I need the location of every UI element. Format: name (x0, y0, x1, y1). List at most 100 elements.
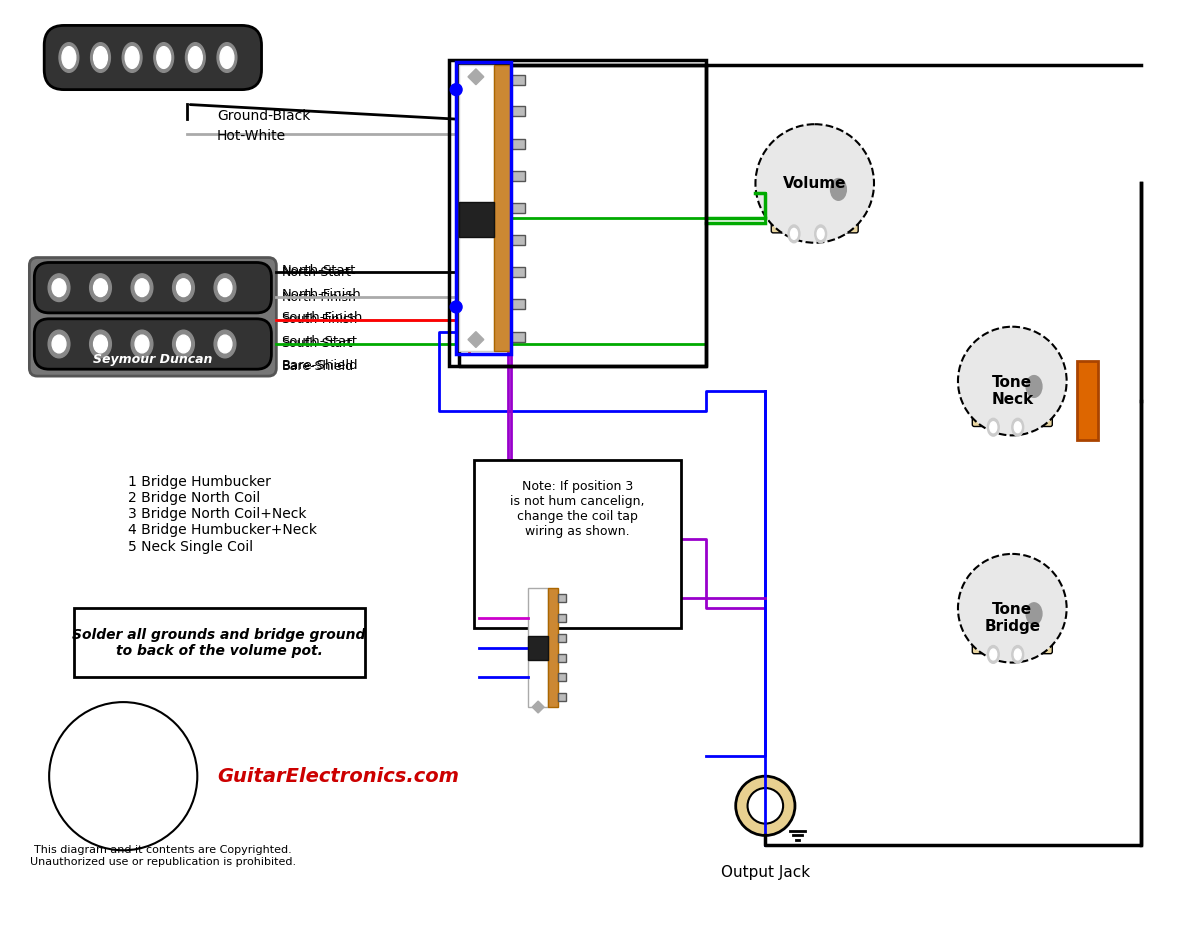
Polygon shape (468, 69, 484, 85)
Ellipse shape (48, 274, 70, 302)
Bar (511, 299, 526, 308)
Circle shape (958, 327, 1067, 435)
Bar (460, 65, 493, 351)
Bar (74, 609, 365, 678)
Circle shape (450, 84, 462, 96)
Ellipse shape (988, 418, 1000, 436)
Bar (558, 634, 565, 642)
Ellipse shape (62, 47, 76, 68)
Bar (493, 65, 511, 351)
FancyBboxPatch shape (972, 607, 1052, 653)
Text: Tone
Bridge: Tone Bridge (984, 602, 1040, 635)
Ellipse shape (48, 330, 70, 358)
Bar (474, 460, 682, 628)
Ellipse shape (94, 279, 108, 296)
Ellipse shape (157, 47, 170, 68)
Ellipse shape (94, 47, 108, 68)
Ellipse shape (125, 47, 139, 68)
Circle shape (736, 776, 794, 835)
Ellipse shape (131, 274, 152, 302)
Ellipse shape (1014, 422, 1021, 432)
Ellipse shape (1026, 603, 1042, 624)
Ellipse shape (220, 47, 234, 68)
Text: North-Finish: North-Finish (281, 291, 356, 304)
Ellipse shape (788, 225, 800, 242)
Text: Volume: Volume (782, 176, 846, 191)
Ellipse shape (830, 179, 846, 200)
Circle shape (450, 301, 462, 313)
Ellipse shape (1014, 649, 1021, 660)
Bar (548, 588, 558, 707)
Polygon shape (533, 701, 544, 713)
Ellipse shape (1026, 376, 1042, 397)
Ellipse shape (176, 336, 191, 353)
Text: Note: If position 3
is not hum cancelign,
change the coil tap
wiring as shown.: Note: If position 3 is not hum cancelign… (510, 480, 644, 538)
Text: South-Start: South-Start (281, 335, 358, 348)
Bar (456, 62, 511, 354)
Ellipse shape (122, 43, 142, 73)
Text: Solder all grounds and bridge ground
to back of the volume pot.: Solder all grounds and bridge ground to … (72, 628, 366, 658)
Ellipse shape (214, 274, 236, 302)
Bar (511, 171, 526, 181)
Bar (511, 203, 526, 213)
Bar (460, 202, 493, 237)
Text: North-Finish: North-Finish (281, 288, 361, 301)
Text: North-Start: North-Start (281, 264, 355, 277)
FancyBboxPatch shape (772, 182, 858, 233)
Ellipse shape (188, 47, 203, 68)
Ellipse shape (990, 649, 997, 660)
Text: Bare-Shield: Bare-Shield (281, 360, 354, 373)
Text: South-Start: South-Start (281, 337, 353, 350)
Ellipse shape (52, 336, 66, 353)
Ellipse shape (791, 228, 798, 240)
Bar (558, 614, 565, 622)
Bar (511, 235, 526, 245)
Circle shape (49, 702, 197, 850)
Text: This diagram and it contents are Copyrighted.
Unauthorized use or republication : This diagram and it contents are Copyrig… (30, 845, 296, 867)
Bar (511, 267, 526, 278)
Text: Bare-Shield: Bare-Shield (281, 359, 358, 372)
FancyBboxPatch shape (29, 257, 276, 377)
Text: Output Jack: Output Jack (721, 865, 810, 880)
Polygon shape (468, 332, 484, 348)
Ellipse shape (154, 43, 174, 73)
Bar (1076, 362, 1098, 440)
Ellipse shape (218, 336, 232, 353)
Ellipse shape (173, 274, 194, 302)
Ellipse shape (136, 279, 149, 296)
Ellipse shape (173, 330, 194, 358)
Ellipse shape (1012, 418, 1024, 436)
Bar (511, 332, 526, 341)
Ellipse shape (214, 330, 236, 358)
Text: GuitarElectronics.com: GuitarElectronics.com (217, 767, 460, 786)
FancyBboxPatch shape (35, 263, 271, 313)
Ellipse shape (136, 336, 149, 353)
Bar (528, 588, 548, 707)
Text: North-Start: North-Start (281, 266, 352, 279)
Text: South-Finish: South-Finish (281, 313, 358, 326)
FancyBboxPatch shape (35, 319, 271, 369)
Bar (558, 693, 565, 701)
Bar (511, 106, 526, 116)
Bar (511, 139, 526, 149)
Bar (558, 595, 565, 602)
Bar (558, 653, 565, 662)
Ellipse shape (176, 279, 191, 296)
Ellipse shape (817, 228, 824, 240)
Bar (558, 674, 565, 681)
FancyBboxPatch shape (44, 25, 262, 89)
Ellipse shape (186, 43, 205, 73)
Ellipse shape (91, 43, 110, 73)
Ellipse shape (131, 330, 152, 358)
Ellipse shape (990, 422, 997, 432)
Circle shape (756, 124, 874, 242)
Text: Ground-Black: Ground-Black (217, 109, 311, 123)
Ellipse shape (217, 43, 236, 73)
Ellipse shape (988, 646, 1000, 664)
Text: 1 Bridge Humbucker
2 Bridge North Coil
3 Bridge North Coil+Neck
4 Bridge Humbuck: 1 Bridge Humbucker 2 Bridge North Coil 3… (128, 475, 317, 554)
Ellipse shape (94, 336, 108, 353)
Ellipse shape (90, 330, 112, 358)
Ellipse shape (218, 279, 232, 296)
Bar (528, 636, 548, 660)
FancyBboxPatch shape (972, 379, 1052, 427)
